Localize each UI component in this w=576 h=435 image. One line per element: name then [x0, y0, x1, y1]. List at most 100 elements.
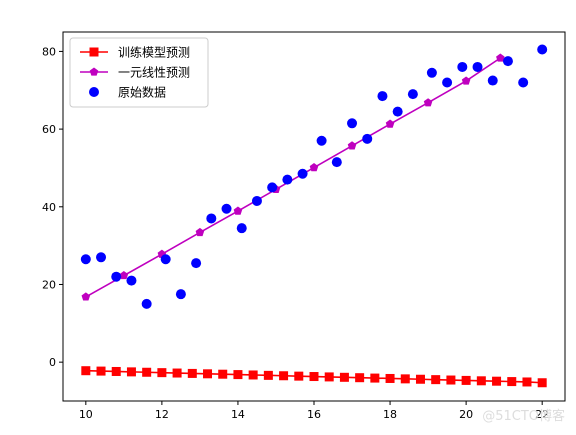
data-point	[347, 118, 358, 129]
data-point	[400, 374, 410, 384]
data-point	[119, 271, 129, 280]
legend-item: 原始数据	[89, 85, 166, 100]
data-point	[370, 373, 380, 383]
data-point	[487, 75, 498, 86]
legend-item: 一元线性预测	[80, 66, 190, 80]
data-point	[309, 163, 319, 172]
data-point	[80, 254, 91, 265]
data-point	[81, 292, 91, 301]
x-tick-label: 16	[307, 408, 321, 421]
data-point	[426, 67, 437, 78]
x-tick-label: 10	[79, 408, 93, 421]
data-point	[362, 133, 373, 144]
series-line	[85, 57, 501, 298]
data-point	[206, 213, 217, 224]
data-point	[309, 372, 319, 382]
data-point	[233, 370, 243, 380]
data-point	[507, 377, 517, 387]
data-point	[191, 258, 202, 269]
data-point	[221, 203, 232, 214]
data-point	[172, 368, 182, 378]
y-tick-label: 0	[49, 356, 56, 369]
data-point	[111, 271, 122, 282]
x-tick-label: 12	[155, 408, 169, 421]
data-point	[522, 377, 532, 387]
data-point	[236, 223, 247, 234]
data-point	[518, 77, 529, 88]
x-tick-label: 20	[459, 408, 473, 421]
data-point	[407, 89, 418, 100]
data-point	[472, 61, 483, 72]
data-point	[195, 227, 205, 237]
data-point	[415, 374, 425, 384]
data-point	[187, 368, 197, 378]
data-point	[294, 371, 304, 381]
data-point	[496, 53, 505, 62]
legend-label: 一元线性预测	[118, 66, 190, 80]
data-point	[81, 366, 91, 376]
legend-box	[69, 37, 209, 108]
data-point	[431, 375, 441, 385]
data-point	[126, 367, 136, 377]
data-point	[461, 76, 471, 85]
data-point	[141, 298, 152, 309]
data-point	[537, 378, 547, 388]
data-point	[96, 366, 106, 376]
data-point	[385, 373, 395, 383]
data-point	[157, 368, 167, 378]
data-point	[339, 372, 349, 382]
data-point	[385, 119, 395, 128]
y-tick-label: 80	[42, 45, 56, 58]
series-0	[81, 366, 547, 388]
data-point	[160, 254, 171, 265]
axes: 10 12 14 16 18 20 22 0 20 40 60 80	[42, 45, 549, 421]
data-point	[347, 141, 357, 150]
data-point	[461, 375, 471, 385]
data-point	[316, 135, 327, 146]
legend-label: 训练模型预测	[118, 45, 190, 60]
x-tick-label: 22	[535, 408, 549, 421]
data-point	[267, 182, 278, 193]
data-point	[142, 367, 152, 377]
data-point	[446, 375, 456, 385]
data-point	[355, 373, 365, 383]
data-point	[423, 98, 433, 107]
data-point	[218, 369, 228, 379]
data-point	[263, 370, 273, 380]
legend-item: 训练模型预测	[80, 45, 190, 60]
data-point	[297, 168, 308, 179]
y-tick-label: 60	[42, 123, 56, 136]
legend-marker	[89, 87, 99, 97]
series-layer	[80, 44, 548, 388]
data-point	[537, 44, 548, 55]
data-point	[233, 206, 243, 215]
data-point	[282, 174, 293, 185]
data-point	[175, 289, 186, 300]
series-2	[80, 44, 548, 309]
x-tick-label: 18	[383, 408, 397, 421]
data-point	[331, 157, 342, 168]
data-point	[457, 61, 468, 72]
data-point	[324, 372, 334, 382]
data-point	[279, 371, 289, 381]
data-point	[251, 195, 262, 206]
data-point	[502, 56, 513, 67]
data-point	[492, 376, 502, 386]
data-point	[392, 106, 403, 117]
data-point	[476, 376, 486, 386]
watermark: @51CTO博客	[482, 408, 565, 424]
data-point	[377, 91, 388, 102]
x-tick-label: 14	[231, 408, 245, 421]
data-point	[203, 369, 213, 379]
y-tick-label: 20	[42, 278, 56, 291]
legend-marker	[89, 67, 99, 76]
legend-marker	[89, 47, 99, 57]
data-point	[126, 275, 137, 286]
data-point	[442, 77, 453, 88]
data-point	[248, 370, 258, 380]
data-point	[111, 366, 121, 376]
data-point	[96, 252, 107, 263]
legend-label: 原始数据	[118, 85, 166, 100]
